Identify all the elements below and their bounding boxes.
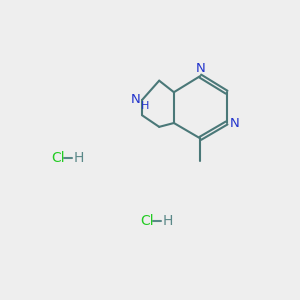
Text: N: N bbox=[230, 116, 239, 130]
Text: H: H bbox=[73, 151, 83, 165]
Text: Cl: Cl bbox=[141, 214, 154, 228]
Text: Cl: Cl bbox=[52, 151, 65, 165]
Text: N: N bbox=[131, 93, 141, 106]
Text: H: H bbox=[162, 214, 173, 228]
Text: N: N bbox=[195, 62, 205, 75]
Text: H: H bbox=[141, 101, 149, 111]
